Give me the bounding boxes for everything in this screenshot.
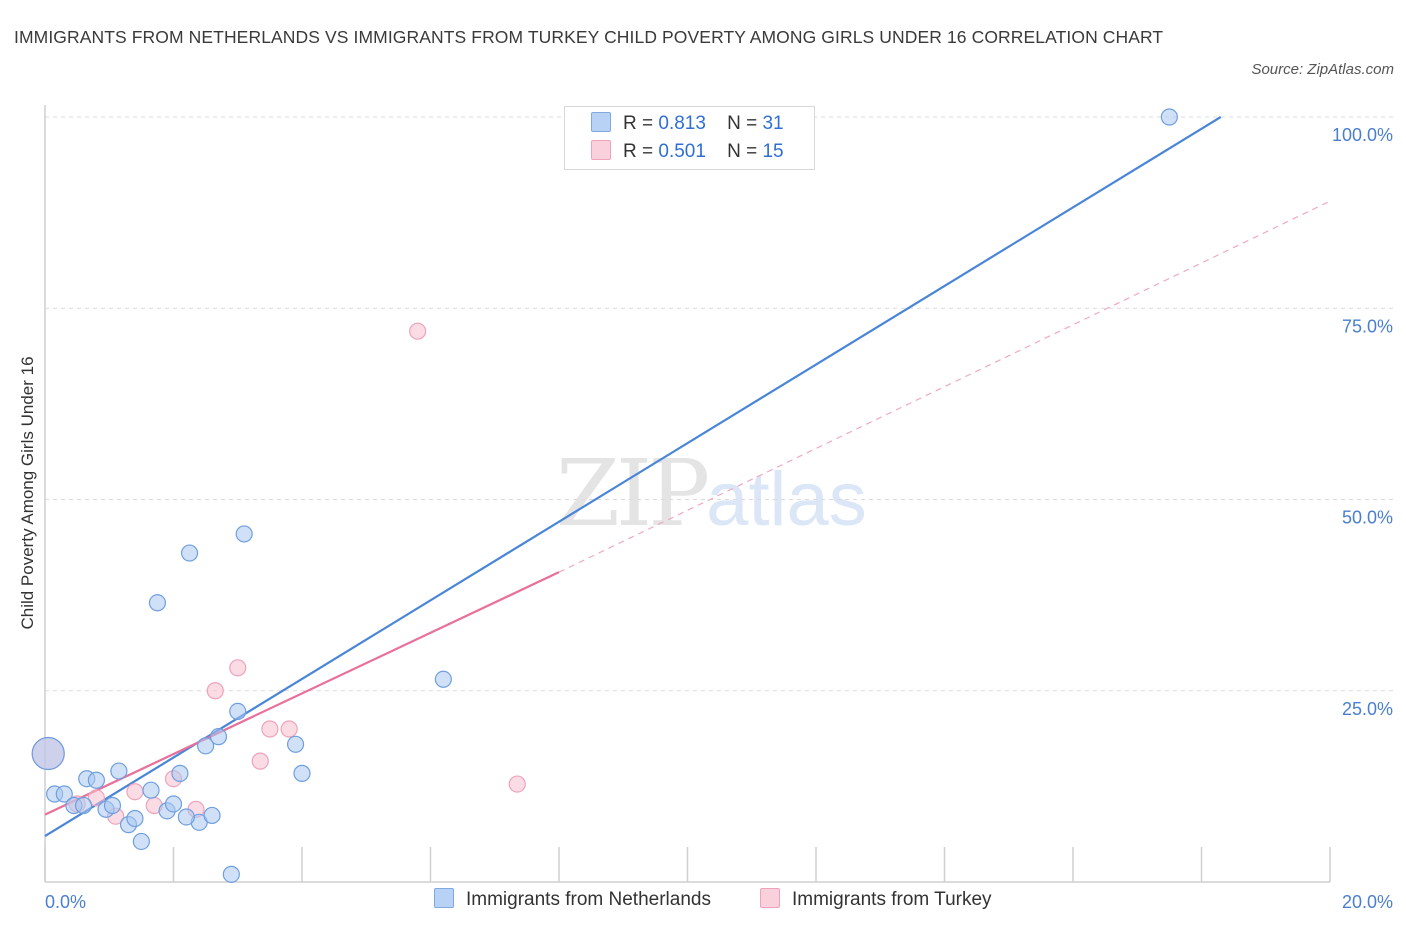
point-netherlands [148,594,167,612]
point-turkey [251,752,269,770]
legend-n-value: 15 [762,141,784,162]
point-netherlands [110,762,128,780]
legend-r-label: R = [623,113,654,134]
point-netherlands [177,808,195,826]
bottom-legend-turkey: Immigrants from Turkey [760,888,992,911]
bottom-legend-swatch-netherlands [434,888,454,908]
legend-row-netherlands: R = 0.813 N = 31 [591,112,784,138]
bottom-legend-netherlands: Immigrants from Netherlands [434,888,711,911]
point-netherlands [1160,108,1178,126]
legend-n-value: 31 [762,113,784,134]
legend-n-label: N = [727,113,758,134]
point-turkey [409,322,427,340]
point-netherlands [229,702,247,721]
bottom-legend-swatch-turkey [760,888,780,908]
point-netherlands [180,544,199,562]
trendlines [44,116,1331,838]
trendline-turkey-extension [558,200,1331,573]
legend-r-value: 0.501 [658,141,706,162]
point-netherlands [74,796,93,815]
point-turkey [206,682,224,700]
point-turkey [229,659,247,677]
point-netherlands [209,728,228,746]
point-turkey [280,720,298,738]
axes [44,105,1331,883]
point-netherlands [197,737,215,755]
point-netherlands [203,806,221,825]
y-tick-label: 75.0% [1342,316,1393,336]
point-netherlands [235,525,253,543]
point-turkey [261,720,279,738]
chart-title: IMMIGRANTS FROM NETHERLANDS VS IMMIGRANT… [14,27,1164,47]
point-netherlands [164,795,183,813]
trendline-netherlands [44,116,1222,838]
point-turkey [87,789,106,807]
point-netherlands [87,771,106,789]
point-netherlands [55,785,73,803]
legend-swatch-netherlands [591,112,611,132]
tick-labels: 25.0% 50.0% 75.0% 100.0% 0.0% 20.0% [45,125,1393,912]
bottom-legend-label: Immigrants from Netherlands [466,889,711,910]
legend-swatch-turkey [591,140,611,160]
point-netherlands [434,670,452,688]
point-turkey [508,775,526,793]
point-turkey [126,783,144,801]
legend-r-value: 0.813 [658,113,706,134]
point-netherlands [31,736,65,771]
point-netherlands [132,832,150,851]
legend-n-label: N = [727,141,758,162]
point-netherlands [286,735,305,753]
point-netherlands [126,809,144,828]
y-tick-label: 100.0% [1332,125,1393,145]
grid-lines [45,116,1395,692]
legend-r-label: R = [623,141,654,162]
x-tick-label: 0.0% [45,892,86,912]
bottom-legend-label: Immigrants from Turkey [792,889,992,910]
point-netherlands [142,781,160,799]
x-tick-label: 20.0% [1342,892,1393,912]
point-netherlands [222,865,240,883]
y-tick-label: 50.0% [1342,508,1393,528]
data-points [31,108,1178,883]
point-netherlands [171,764,189,782]
point-netherlands [293,764,311,782]
point-netherlands [103,796,122,815]
y-tick-label: 25.0% [1342,699,1393,719]
correlation-legend: R = 0.813 N = 31 R = 0.501 N = 15 [564,106,815,170]
legend-row-turkey: R = 0.501 N = 15 [591,140,784,166]
source-label: Source: ZipAtlas.com [1251,61,1394,78]
trendline-turkey [44,571,560,816]
